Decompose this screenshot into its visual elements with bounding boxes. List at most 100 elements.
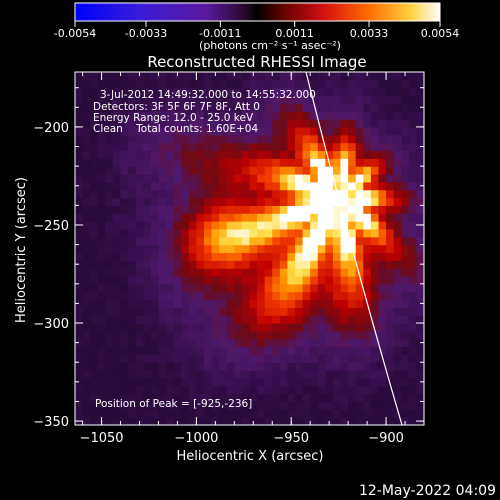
heatmap-cell (332, 103, 342, 112)
heatmap-cell (355, 181, 364, 191)
heatmap-cell (90, 283, 99, 293)
heatmap-cell (401, 79, 410, 89)
heatmap-cell (393, 111, 402, 120)
heatmap-cell (416, 111, 424, 120)
heatmap-cell (310, 221, 319, 230)
heatmap-cell (317, 142, 326, 152)
heatmap-cell (135, 307, 144, 316)
heatmap-cell (112, 205, 122, 214)
heatmap-cell (332, 268, 342, 277)
heatmap-cell (340, 275, 349, 285)
heatmap-cell (234, 377, 243, 387)
heatmap-cell (355, 197, 364, 206)
heatmap-cell (393, 134, 402, 144)
heatmap-cell (264, 158, 273, 167)
heatmap-cell (241, 252, 251, 261)
heatmap-cell (408, 119, 418, 128)
heatmap-cell (112, 221, 122, 230)
heatmap-cell (302, 126, 311, 136)
heatmap-cell (196, 323, 205, 332)
heatmap-cell (378, 213, 387, 222)
heatmap-cell (370, 221, 380, 230)
heatmap-cell (310, 393, 319, 403)
heatmap-cell (302, 173, 311, 183)
heatmap-cell (173, 307, 182, 316)
heatmap-cell (143, 377, 152, 387)
heatmap-cell (257, 417, 266, 425)
heatmap-cell (401, 119, 410, 128)
heatmap-cell (226, 236, 235, 246)
heatmap-cell (317, 346, 326, 355)
heatmap-cell (241, 338, 251, 348)
heatmap-cell (120, 244, 129, 254)
heatmap-cell (112, 330, 122, 340)
heatmap-cell (150, 330, 160, 340)
heatmap-cell (226, 354, 235, 363)
heatmap-cell (348, 362, 357, 371)
heatmap-cell (355, 142, 364, 152)
heatmap-cell (143, 244, 152, 254)
heatmap-cell (203, 142, 213, 152)
heatmap-cell (264, 315, 273, 324)
heatmap-cell (370, 393, 380, 403)
heatmap-cell (401, 252, 410, 261)
heatmap-cell (325, 236, 334, 246)
heatmap-cell (332, 134, 342, 144)
heatmap-cell (302, 346, 311, 355)
heatmap-cell (75, 134, 84, 144)
heatmap-cell (188, 260, 197, 269)
heatmap-cell (181, 370, 190, 379)
heatmap-cell (401, 260, 410, 269)
heatmap-cell (401, 409, 410, 418)
heatmap-cell (310, 103, 319, 112)
heatmap-cell (82, 409, 91, 418)
heatmap-cell (112, 158, 122, 167)
heatmap-cell (264, 221, 273, 230)
heatmap-cell (363, 252, 372, 261)
heatmap-cell (226, 417, 235, 425)
heatmap-cell (112, 142, 122, 152)
heatmap-cell (370, 307, 380, 316)
heatmap-cell (128, 377, 137, 387)
heatmap-cell (393, 197, 402, 206)
heatmap-cell (196, 205, 205, 214)
heatmap-cell (75, 362, 84, 371)
heatmap-cell (264, 354, 273, 363)
heatmap-cell (181, 72, 190, 81)
heatmap-cell (386, 417, 395, 425)
heatmap-cell (340, 362, 349, 371)
heatmap-cell (196, 260, 205, 269)
heatmap-cell (82, 111, 91, 120)
heatmap-cell (241, 181, 251, 191)
heatmap-cell (90, 221, 99, 230)
heatmap-cell (325, 228, 334, 238)
heatmap-cell (249, 142, 258, 152)
heatmap-cell (279, 103, 289, 112)
heatmap-cell (295, 283, 304, 293)
heatmap-cell (378, 268, 387, 277)
heatmap-cell (295, 221, 304, 230)
heatmap-cell (219, 236, 228, 246)
heatmap-cell (416, 330, 424, 340)
heatmap-cell (355, 87, 364, 97)
heatmap-cell (219, 268, 228, 277)
heatmap-cell (150, 323, 160, 332)
heatmap-cell (348, 213, 357, 222)
heatmap-cell (219, 275, 228, 285)
heatmap-cell (135, 275, 144, 285)
heatmap-cell (386, 213, 395, 222)
heatmap-cell (355, 205, 364, 214)
heatmap-cell (355, 346, 364, 355)
heatmap-cell (408, 307, 418, 316)
heatmap-cell (128, 354, 137, 363)
heatmap-cell (166, 377, 175, 387)
heatmap-cell (325, 323, 334, 332)
heatmap-cell (370, 330, 380, 340)
heatmap-cell (317, 377, 326, 387)
heatmap-cell (188, 401, 197, 410)
heatmap-cell (310, 315, 319, 324)
heatmap-cell (234, 158, 243, 167)
heatmap-cell (386, 307, 395, 316)
heatmap-cell (181, 166, 190, 175)
heatmap-cell (340, 307, 349, 316)
